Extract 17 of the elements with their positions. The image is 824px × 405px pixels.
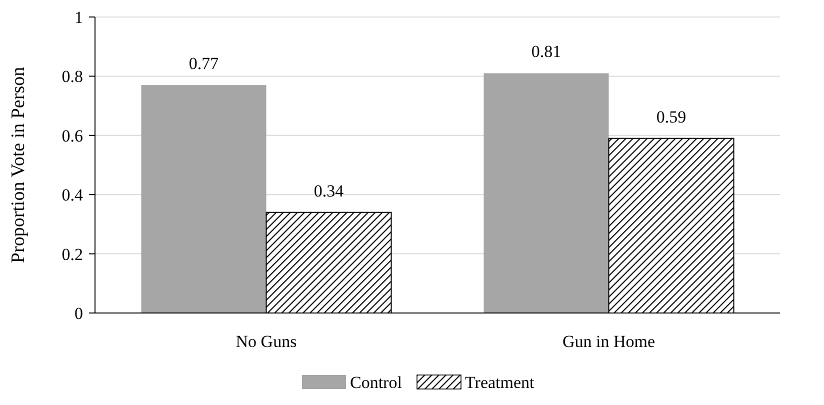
data-label: 0.59	[656, 107, 686, 126]
y-axis-title: Proportion Vote in Person	[8, 66, 29, 264]
bar	[141, 85, 266, 313]
data-label: 0.81	[531, 42, 562, 62]
bar	[484, 73, 609, 313]
data-label: 0.77	[188, 54, 220, 74]
y-tick-label: 0.8	[62, 67, 83, 86]
x-tick-label: No Guns	[236, 332, 297, 351]
y-tick-label: 0	[74, 304, 83, 323]
y-tick-label: 1	[74, 8, 83, 27]
y-tick-label: 0.4	[62, 186, 84, 205]
legend-label: Control	[350, 373, 402, 392]
data-label: 0.34	[314, 181, 344, 200]
y-tick-label: 0.6	[62, 126, 83, 146]
x-tick-label: Gun in Home	[562, 332, 656, 351]
y-tick-label: 0.2	[62, 244, 83, 264]
legend-label: Treatment	[465, 373, 535, 392]
